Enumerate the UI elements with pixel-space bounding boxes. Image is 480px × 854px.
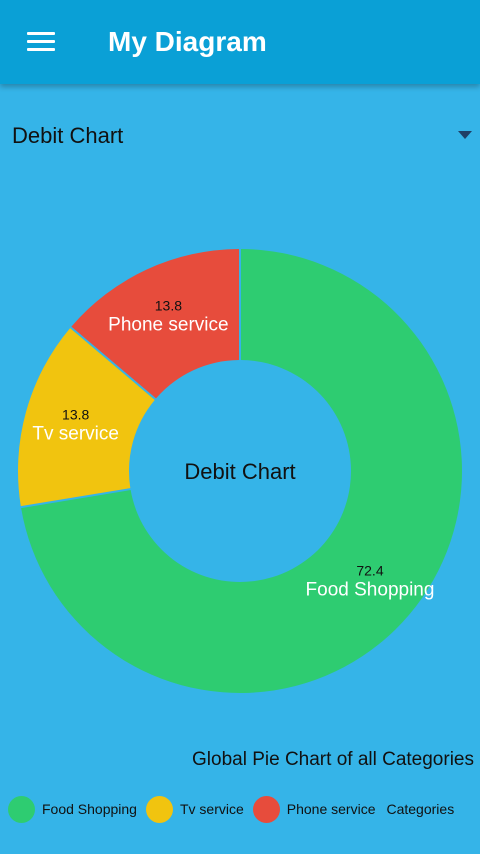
hamburger-icon	[27, 32, 55, 35]
chart-legend: Food Shopping Tv service Phone service C…	[8, 794, 454, 824]
chart-description: Global Pie Chart of all Categories	[192, 749, 474, 770]
slice-value-label: 13.8	[155, 297, 182, 313]
legend-label: Food Shopping	[42, 801, 137, 817]
dropdown-selected-value: Debit Chart	[12, 123, 124, 148]
donut-center-text: Debit Chart	[184, 459, 295, 484]
slice-category-label: Tv service	[32, 423, 119, 444]
app-bar: My Diagram	[0, 0, 480, 84]
legend-label: Tv service	[179, 801, 244, 817]
app-title: My Diagram	[108, 26, 267, 57]
legend-item-phone-service: Phone service	[252, 795, 376, 823]
hamburger-icon-line	[27, 48, 55, 51]
legend-swatch	[145, 795, 173, 823]
chart-type-dropdown[interactable]: Debit Chart	[0, 112, 480, 160]
slice-value-label: 72.4	[356, 562, 383, 578]
slice-category-label: Food Shopping	[306, 579, 435, 600]
pie-slice-tv-service[interactable]	[17, 328, 155, 507]
dropdown-arrow-icon[interactable]	[458, 131, 472, 139]
menu-button[interactable]	[20, 22, 64, 62]
slice-category-label: Phone service	[108, 314, 228, 335]
pie-slice-food-shopping[interactable]	[21, 249, 463, 693]
legend-item-tv-service: Tv service	[145, 795, 244, 823]
hamburger-icon-line	[27, 40, 55, 43]
legend-swatch	[8, 795, 35, 823]
pie-slice-phone-service[interactable]	[71, 249, 240, 399]
slice-value-label: 13.8	[62, 406, 89, 422]
legend-item-food-shopping: Food Shopping	[8, 795, 137, 823]
legend-label: Phone service	[286, 801, 376, 817]
legend-swatch	[252, 795, 280, 823]
legend-title: Categories	[386, 801, 455, 817]
